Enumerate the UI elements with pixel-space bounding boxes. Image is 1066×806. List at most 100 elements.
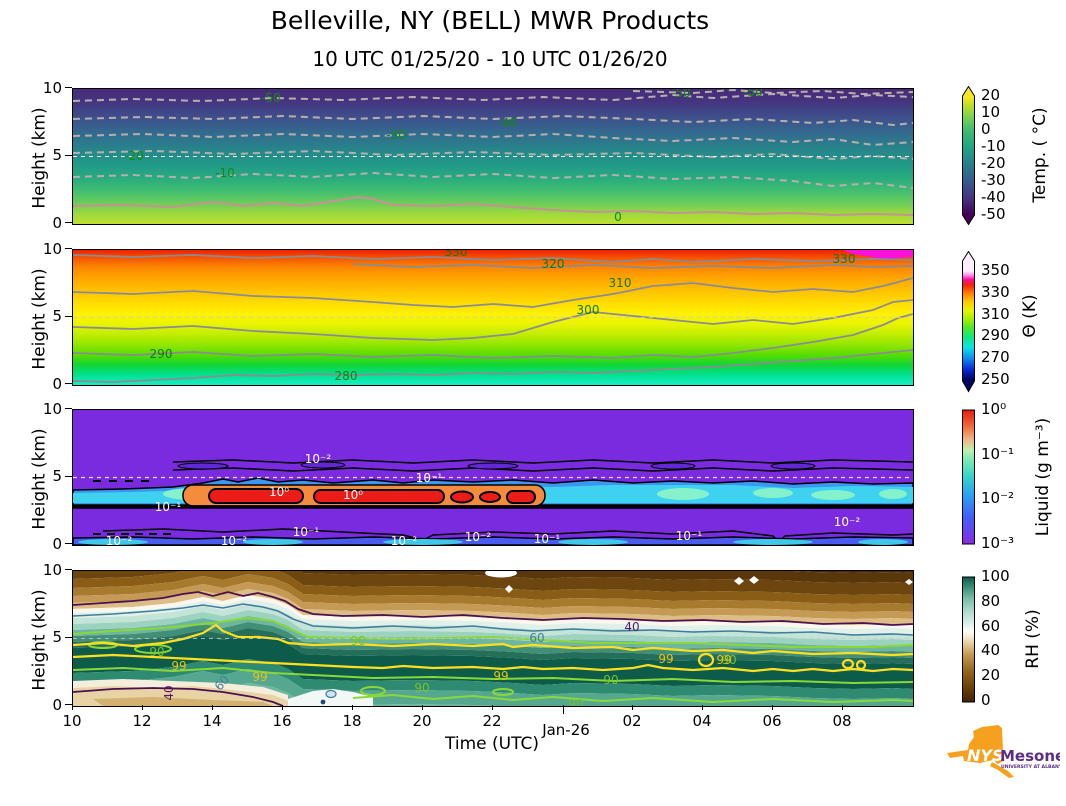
contour-label: 310 — [608, 276, 632, 290]
x-tick: 04 — [692, 712, 712, 730]
colorbar-label-temp: Temp. ( °C) — [1030, 107, 1050, 203]
contour-labels-layer: 10⁻² 10⁻² 10⁻² 10⁻² 10⁻² 10⁻² 10⁻¹ 10⁻¹ 10⁻¹ 10⁻¹… — [73, 410, 913, 545]
y-tickmark — [65, 248, 72, 250]
ny-state-icon — [947, 725, 1014, 778]
cb-tick: 270 — [981, 348, 1010, 366]
x-tick: 08 — [832, 712, 852, 730]
y-tick: 5 — [52, 467, 62, 485]
contour-label: 10⁰ — [342, 488, 364, 502]
contour-label: 10⁻¹ — [415, 471, 443, 485]
contour-labels-layer: 330 330 320 310 300 290 280 — [73, 250, 913, 385]
figure-subtitle: 10 UTC 01/25/20 - 10 UTC 01/26/20 — [312, 47, 668, 71]
cb-tick: 40 — [981, 641, 1001, 659]
cb-tick: -20 — [981, 154, 1006, 172]
contour-labels-layer: 40 40 60 60 90 90 90 90 90 90 99 99 99 99 99 — [73, 571, 913, 706]
y-tickmark — [65, 316, 72, 318]
y-tickmark — [65, 408, 72, 410]
panel-liquid: 10⁻² 10⁻² 10⁻² 10⁻² 10⁻² 10⁻² 10⁻¹ 10⁻¹ 10⁻¹ 10⁻¹… — [72, 409, 914, 546]
cb-tick: 60 — [981, 617, 1001, 635]
y-tick: 0 — [52, 535, 62, 553]
y-tickmark — [65, 383, 72, 385]
colorbar-label-rh: RH (%) — [1023, 609, 1043, 669]
y-tick: 10 — [42, 240, 62, 258]
cb-tick: 350 — [981, 261, 1010, 279]
x-date-label: Jan-26 — [542, 721, 590, 739]
cb-tick: 100 — [981, 567, 1010, 585]
colorbar-label-liquid: Liquid (g m⁻³) — [1033, 417, 1053, 537]
x-tick: 10 — [62, 712, 82, 730]
colorbar-rh — [962, 576, 975, 703]
y-tickmark — [65, 222, 72, 224]
contour-label: 290 — [149, 347, 173, 361]
contour-label: 90 — [568, 697, 584, 707]
panel-temperature: -50 -50 -50 -40 -30 -20 -10 0 — [72, 88, 914, 225]
contour-label: 60 — [529, 631, 545, 645]
x-tickmark — [212, 705, 214, 710]
x-tickmark — [142, 705, 144, 710]
contour-label: 90 — [350, 634, 366, 648]
cb-tick: 10⁻³ — [981, 534, 1015, 552]
cb-tick: 0 — [981, 691, 991, 709]
cb-tick: 10 — [981, 103, 1001, 121]
contour-label: 10⁻² — [105, 534, 133, 546]
x-tickmark — [492, 705, 494, 710]
x-tick: 02 — [622, 712, 642, 730]
cb-tick: -50 — [981, 205, 1006, 223]
contour-label: 60 — [211, 672, 233, 694]
contour-label: 90 — [414, 681, 430, 695]
contour-label: -10 — [215, 166, 235, 180]
nys-mesonet-logo: NYS Mesonet UNIVERSITY AT ALBANY — [947, 725, 1060, 778]
cb-tick: 290 — [981, 326, 1010, 344]
contour-label: 10⁻¹ — [675, 529, 703, 543]
contour-label: 10⁻² — [390, 534, 418, 546]
contour-label: 90 — [603, 673, 619, 687]
contour-label: 40 — [624, 620, 640, 634]
x-tickmark — [72, 705, 74, 710]
contour-label: 300 — [576, 303, 600, 317]
contour-label: 320 — [541, 257, 565, 271]
contour-label: 10⁰ — [268, 485, 290, 499]
contour-label: -50 — [261, 91, 281, 105]
y-tick: 0 — [52, 375, 62, 393]
y-tick: 10 — [42, 79, 62, 97]
logo-university-text: UNIVERSITY AT ALBANY — [1001, 764, 1060, 770]
contour-label: 90 — [149, 645, 165, 659]
contour-label: 10⁻¹ — [154, 500, 182, 514]
contour-label: 280 — [334, 369, 358, 383]
x-tick: 06 — [762, 712, 782, 730]
contour-label: -30 — [386, 128, 406, 142]
contour-label: 10⁻¹ — [292, 525, 320, 539]
x-tickmark — [282, 705, 284, 710]
contour-label: 10⁻¹ — [533, 532, 561, 546]
x-tick: 12 — [132, 712, 152, 730]
contour-label: 99 — [171, 659, 187, 673]
contour-label: 99 — [658, 652, 674, 666]
y-tick: 5 — [52, 307, 62, 325]
contour-label: 10⁻² — [833, 515, 861, 529]
contour-label: -50 — [743, 88, 763, 99]
cb-tick: 20 — [981, 666, 1001, 684]
y-tick: 5 — [52, 146, 62, 164]
cb-tick: 20 — [981, 86, 1001, 104]
y-tickmark — [65, 155, 72, 157]
contour-label: -40 — [497, 116, 517, 130]
contour-label: 90 — [721, 653, 737, 667]
contour-label: -20 — [124, 149, 144, 163]
figure-title: Belleville, NY (BELL) MWR Products — [270, 6, 710, 35]
y-tickmark — [65, 476, 72, 478]
x-tick: 16 — [272, 712, 292, 730]
x-tickmark — [632, 705, 634, 710]
cb-tick: -10 — [981, 137, 1006, 155]
y-tick: 10 — [42, 400, 62, 418]
x-tick: 20 — [412, 712, 432, 730]
contour-label: -50 — [671, 88, 691, 100]
contour-label: 99 — [493, 669, 509, 683]
x-tickmark — [842, 705, 844, 710]
y-tick: 5 — [52, 628, 62, 646]
colorbar-liquid — [962, 409, 975, 545]
y-tick: 10 — [42, 561, 62, 579]
contour-label: 99 — [716, 653, 732, 667]
y-tickmark — [65, 543, 72, 545]
theta-field — [73, 250, 913, 385]
